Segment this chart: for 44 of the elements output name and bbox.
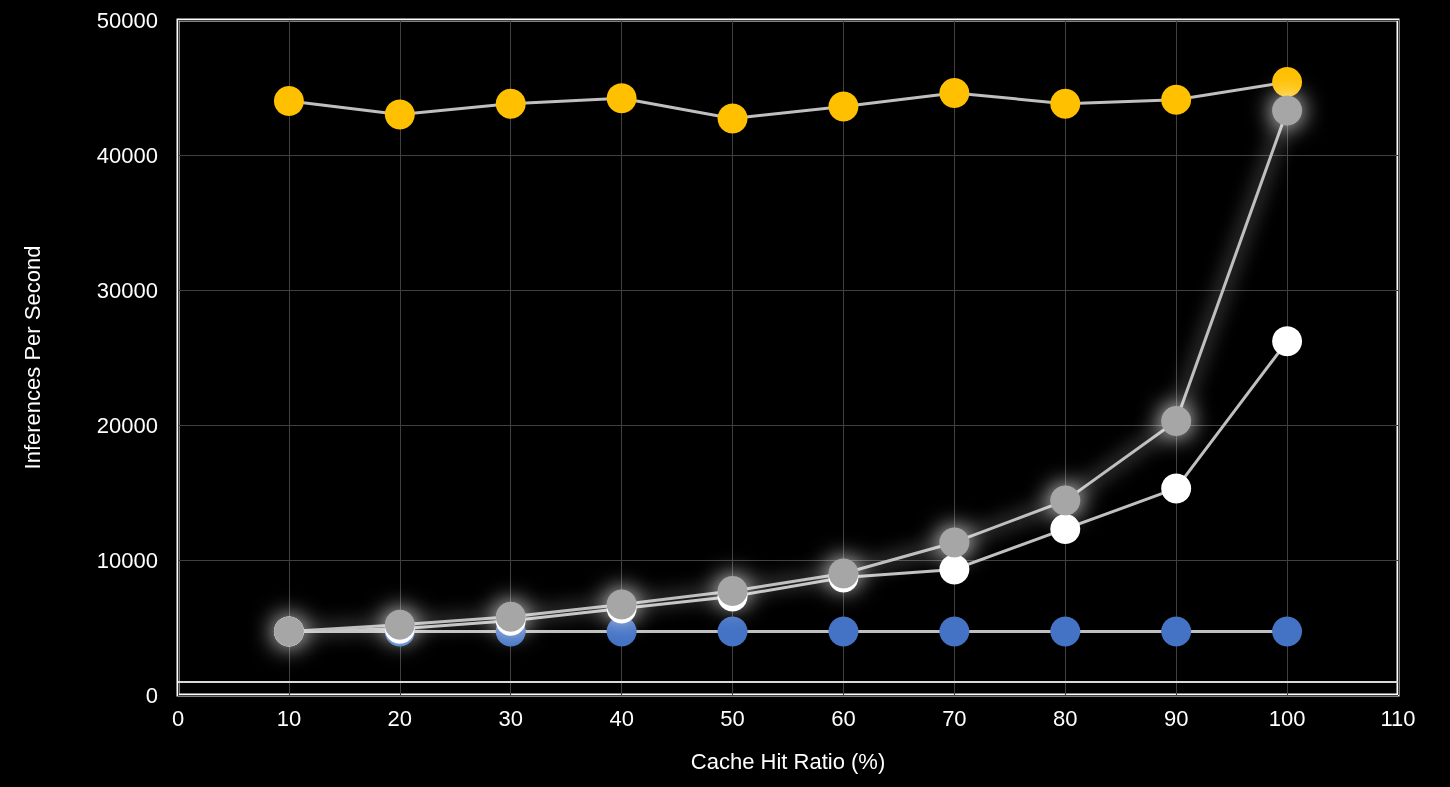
point — [939, 554, 970, 585]
y-tick-label: 50000 — [96, 7, 158, 33]
x-tick-label: 80 — [1053, 705, 1078, 731]
x-tick-label: 10 — [276, 705, 302, 731]
point — [828, 91, 859, 122]
x-tick-label: 40 — [609, 705, 634, 731]
x-tick-label: 30 — [498, 705, 523, 731]
y-tick-label: 40000 — [96, 142, 158, 168]
point — [1272, 616, 1303, 647]
x-tick-label: 70 — [942, 705, 967, 731]
point — [717, 103, 748, 134]
point — [1050, 513, 1081, 544]
point — [606, 83, 637, 114]
x-tick-label: 90 — [1163, 705, 1189, 731]
y-axis-title: Inferences Per Second — [19, 245, 45, 470]
x-tick-label: 110 — [1380, 705, 1416, 731]
x-tick-label: 50 — [720, 705, 745, 731]
point — [1050, 616, 1081, 647]
y-tick-label: 0 — [145, 682, 158, 708]
point — [273, 86, 304, 116]
x-tick-label: 60 — [831, 705, 856, 731]
point — [1272, 95, 1303, 126]
point — [1161, 473, 1192, 504]
point — [1272, 326, 1303, 357]
point — [1161, 405, 1192, 436]
point — [1161, 84, 1192, 115]
point — [939, 527, 970, 558]
point — [495, 88, 526, 119]
point — [1050, 88, 1081, 119]
point — [384, 99, 415, 130]
point — [1050, 485, 1081, 516]
point — [1161, 616, 1192, 647]
x-tick-label: 100 — [1268, 705, 1306, 731]
point — [939, 616, 970, 647]
point — [939, 77, 970, 108]
y-tick-label: 10000 — [96, 547, 158, 573]
point — [828, 616, 859, 647]
y-tick-label: 20000 — [96, 412, 158, 438]
y-tick-label: 30000 — [96, 277, 158, 303]
point — [717, 616, 748, 647]
x-tick-label: 0 — [171, 705, 185, 731]
point — [1272, 67, 1303, 98]
x-axis-title: Cache Hit Ratio (%) — [690, 748, 886, 774]
x-tick-label: 20 — [387, 705, 413, 731]
